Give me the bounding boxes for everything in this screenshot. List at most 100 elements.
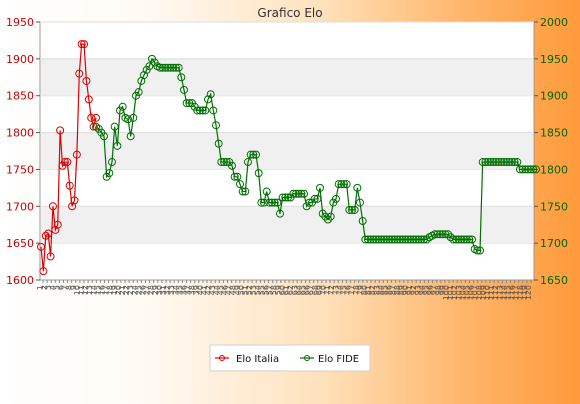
data-point-elo-fide	[358, 217, 367, 226]
data-point-elo-fide	[124, 115, 132, 124]
data-point-elo-fide	[353, 183, 362, 192]
left-tick-label: 1650	[6, 237, 34, 250]
data-point-elo-fide	[310, 194, 319, 203]
data-point-elo-fide	[385, 235, 394, 244]
data-point-elo-fide	[337, 180, 346, 189]
x-tick-label: 51	[241, 285, 250, 295]
x-tick-label: 42	[204, 285, 213, 295]
data-point-elo-fide	[297, 189, 306, 198]
data-point-elo-fide	[462, 235, 471, 244]
data-point-elo-fide	[396, 235, 404, 244]
data-point-elo-fide	[334, 180, 343, 189]
data-point-elo-fide	[198, 106, 207, 115]
x-tick-label: 120	[524, 285, 533, 300]
x-tick-label: 13	[85, 285, 94, 295]
data-point-elo-fide	[292, 189, 300, 198]
x-tick-label: 108	[475, 285, 484, 300]
data-point-elo-fide	[390, 235, 399, 244]
data-point-elo-italia	[51, 225, 60, 234]
x-tick-label: 78	[352, 285, 361, 295]
data-point-elo-fide	[332, 194, 340, 203]
data-point-elo-italia	[82, 76, 91, 85]
x-tick-label: 49	[233, 285, 242, 295]
data-point-elo-fide	[281, 193, 290, 202]
right-y-axis: 1650 1700 1750 1800 1850 1900 1950 2000	[534, 16, 568, 287]
x-tick-label: 18	[106, 285, 115, 295]
data-point-elo-fide	[260, 198, 268, 207]
data-point-elo-fide	[300, 189, 308, 198]
data-point-elo-fide	[193, 106, 202, 115]
grid-band	[41, 58, 533, 96]
right-tick-label: 1650	[540, 274, 568, 287]
data-point-elo-italia	[39, 267, 48, 276]
x-tick-label: 113	[495, 285, 504, 300]
x-tick-label: 102	[450, 285, 459, 300]
x-tick-label: 84	[376, 285, 385, 295]
data-point-elo-fide	[156, 63, 164, 72]
data-point-elo-fide	[433, 230, 442, 239]
data-point-elo-fide	[366, 235, 375, 244]
x-tick-label: 2	[40, 285, 49, 290]
data-point-elo-fide	[438, 230, 447, 239]
x-tick-label: 103	[454, 285, 463, 300]
data-point-elo-fide	[401, 235, 410, 244]
data-point-elo-fide	[473, 246, 482, 255]
data-point-elo-fide	[164, 63, 172, 72]
x-tick-label: 86	[385, 285, 394, 295]
data-point-elo-fide	[129, 113, 138, 122]
data-point-elo-fide	[254, 169, 263, 178]
right-tick-label: 1750	[540, 200, 568, 213]
x-tick-label: 52	[245, 285, 254, 295]
data-point-elo-fide	[446, 233, 455, 242]
data-point-elo-fide	[313, 194, 322, 203]
data-point-elo-fide	[249, 150, 258, 159]
data-point-elo-fide	[380, 235, 388, 244]
data-point-elo-fide	[204, 95, 212, 104]
x-tick-label: 117	[512, 285, 521, 300]
data-point-elo-fide	[348, 205, 356, 214]
x-tick-label: 21	[118, 285, 127, 295]
data-point-elo-fide	[364, 235, 372, 244]
x-tick-label: 14	[89, 285, 98, 295]
data-point-elo-italia	[87, 113, 96, 122]
x-tick-label: 114	[499, 285, 508, 300]
x-tick-label: 88	[393, 285, 402, 295]
x-tick-label: 111	[487, 285, 496, 300]
data-point-elo-fide	[174, 63, 183, 72]
x-tick-label: 98	[434, 285, 443, 295]
data-point-elo-fide	[414, 235, 423, 244]
data-point-elo-fide	[108, 158, 116, 167]
data-point-elo-fide	[276, 209, 284, 218]
grid-band	[41, 132, 533, 170]
x-tick-label: 5	[52, 285, 61, 290]
x-tick-label: 116	[508, 285, 517, 300]
data-point-elo-fide	[342, 180, 351, 189]
x-tick-label: 79	[356, 285, 365, 295]
data-point-elo-fide	[273, 198, 282, 207]
left-tick-label: 1750	[6, 163, 34, 176]
right-tick-label: 1850	[540, 127, 568, 140]
x-tick-label: 57	[266, 285, 275, 295]
data-point-elo-fide	[505, 158, 514, 167]
data-point-elo-fide	[502, 158, 511, 167]
legend-item-elo-fide: Elo FIDE	[300, 354, 359, 365]
x-tick-label: 11	[77, 285, 86, 295]
data-point-elo-fide	[430, 230, 439, 239]
data-point-elo-fide	[454, 235, 463, 244]
data-point-elo-fide	[113, 141, 122, 150]
x-tick-label: 23	[126, 285, 135, 295]
series-layer	[37, 40, 540, 276]
x-tick-label: 58	[270, 285, 279, 295]
data-point-elo-fide	[369, 235, 378, 244]
series-elo-fide	[92, 54, 540, 255]
data-point-elo-fide	[422, 235, 431, 244]
data-point-elo-fide	[449, 235, 458, 244]
x-tick-label: 90	[401, 285, 410, 295]
x-tick-label: 33	[167, 285, 176, 295]
series-elo-italia	[37, 40, 100, 276]
x-tick-label: 55	[257, 285, 266, 295]
data-point-elo-fide	[468, 235, 476, 244]
data-point-elo-fide	[270, 198, 279, 207]
x-tick-label: 50	[237, 285, 246, 295]
data-point-elo-italia	[60, 158, 69, 167]
